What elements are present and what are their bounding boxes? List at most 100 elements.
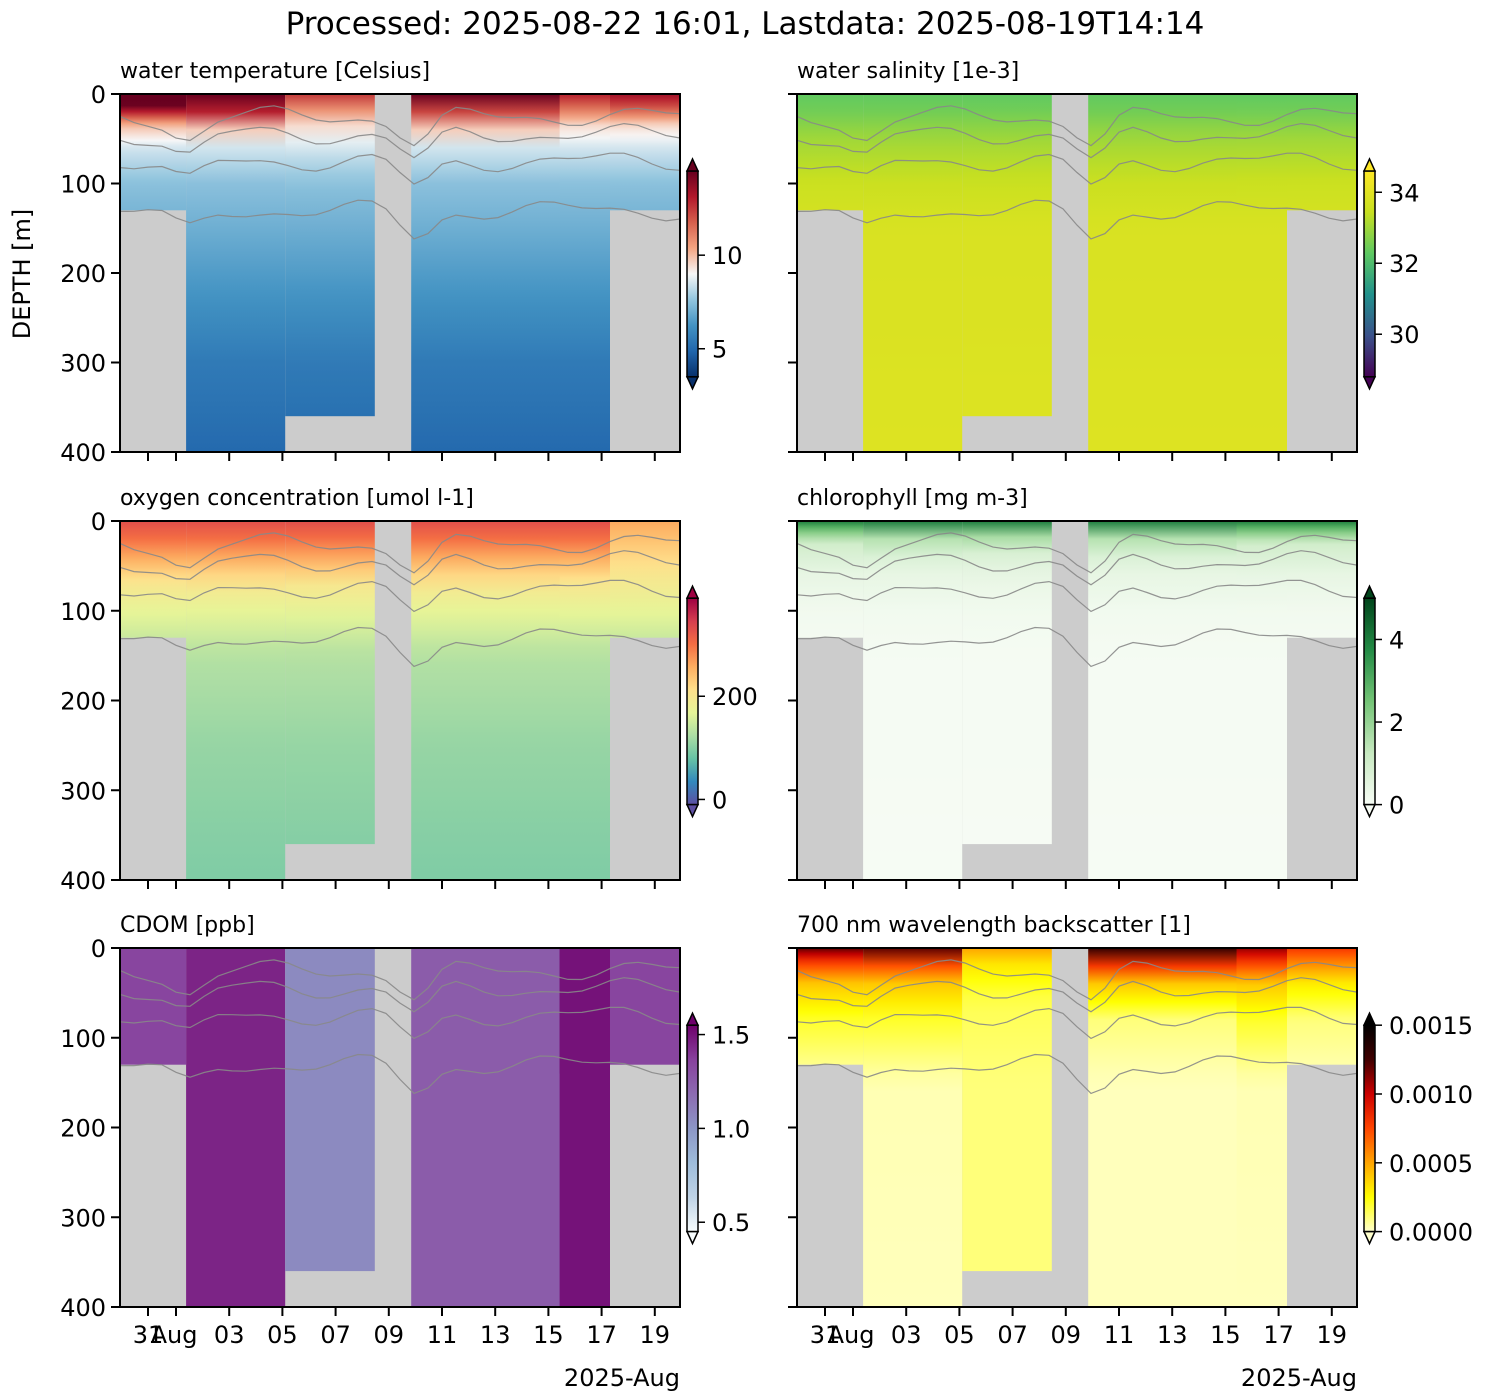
data-section <box>610 521 680 638</box>
data-section <box>1236 521 1287 647</box>
isoline <box>796 122 1358 159</box>
y-tick-label: 300 <box>60 1204 106 1232</box>
isoline <box>796 532 1358 574</box>
x-tick-label: 15 <box>533 1321 564 1349</box>
colorbar-tick-label: 4 <box>1389 626 1404 654</box>
data-section <box>1088 94 1237 452</box>
data-section <box>962 94 1052 417</box>
data-section <box>186 94 286 452</box>
x-tick-label: 09 <box>374 1321 405 1349</box>
colorbar-tick-label: 200 <box>712 683 758 711</box>
colorbar-extend-min <box>1362 376 1377 391</box>
colorbar-tick-label: 1.5 <box>712 1022 750 1050</box>
data-section <box>285 948 375 1272</box>
data-section <box>962 948 1052 1272</box>
data-section <box>863 521 963 880</box>
y-tick-label: 0 <box>91 508 106 536</box>
colorbar-extend-min <box>1362 803 1377 819</box>
colorbar-tick-label: 2 <box>1389 709 1404 737</box>
x-tick-label: 15 <box>1210 1321 1241 1349</box>
x-tick-label: 07 <box>997 1321 1028 1349</box>
panel-2: oxygen concentration [umol l-1] 0 100 200 30… <box>60 486 758 895</box>
data-section <box>559 948 610 1074</box>
isoline <box>796 199 1358 240</box>
data-section <box>797 948 864 1065</box>
colorbar-tick-label: 0.0005 <box>1389 1150 1473 1178</box>
colorbar-extend-max <box>685 157 700 172</box>
panel-title: 700 nm wavelength backscatter [1] <box>797 913 1191 938</box>
data-section <box>1287 94 1357 211</box>
data-section <box>797 94 864 211</box>
y-tick-label: 100 <box>60 171 106 199</box>
isoline <box>119 532 681 574</box>
colorbar-extend-min <box>685 803 700 819</box>
panel-1: water salinity [1e-3] 30 32 34 <box>788 59 1420 461</box>
colorbar: 0.0000 0.0005 0.0010 0.0015 <box>1362 1011 1473 1247</box>
x-tick-label: 03 <box>214 1321 245 1349</box>
colorbar-extend-min <box>685 1230 700 1246</box>
colorbar-gradient <box>686 597 699 806</box>
y-tick-label: 200 <box>60 688 106 716</box>
shared-xlabel-left: 2025-Aug <box>564 1364 680 1392</box>
isoline <box>119 199 681 240</box>
isoline <box>796 1006 1358 1040</box>
data-section <box>1088 521 1237 880</box>
colorbar-extend-min <box>685 376 700 391</box>
data-section <box>1236 94 1287 220</box>
x-tick-label: 17 <box>586 1321 617 1349</box>
x-tick-label: 31 <box>810 1321 841 1349</box>
colorbar: 0.5 1.0 1.5 <box>685 1011 750 1246</box>
data-section <box>120 948 187 1065</box>
isoline <box>796 1053 1358 1095</box>
data-section <box>559 521 610 647</box>
data-section <box>962 521 1052 845</box>
figure-suptitle: Processed: 2025-08-22 16:01, Lastdata: 2… <box>286 6 1205 42</box>
isoline <box>119 959 681 1001</box>
colorbar-tick-label: 1.0 <box>712 1115 750 1143</box>
data-section <box>411 94 560 452</box>
y-tick-label: 200 <box>60 260 106 288</box>
x-tick-label: Aug <box>828 1321 875 1349</box>
isoline <box>796 579 1358 613</box>
isoline <box>119 579 681 613</box>
data-section <box>1287 948 1357 1065</box>
panel-3: chlorophyll [mg m-3] 0 2 4 <box>788 486 1404 889</box>
data-section <box>1088 948 1237 1307</box>
y-tick-label: 0 <box>91 81 106 109</box>
colorbar-gradient <box>686 1024 699 1233</box>
colorbar-tick-label: 0.0010 <box>1389 1081 1473 1109</box>
isoline <box>796 959 1358 1001</box>
data-section <box>411 948 560 1307</box>
x-tick-label: 05 <box>944 1321 975 1349</box>
isoline <box>119 977 681 1013</box>
y-tick-label: 400 <box>60 1294 106 1322</box>
data-section <box>610 94 680 211</box>
panel-title: chlorophyll [mg m-3] <box>797 486 1028 511</box>
colorbar: 0 200 <box>685 584 758 819</box>
colorbar-extend-max <box>1362 1011 1377 1026</box>
panel-0: water temperature [Celsius] 0 100 200 300 400… <box>60 59 742 467</box>
x-tick-label: 07 <box>320 1321 351 1349</box>
colorbar: 30 32 34 <box>1362 157 1420 391</box>
x-tick-label: 11 <box>427 1321 458 1349</box>
data-section <box>797 521 864 638</box>
data-section <box>186 521 286 880</box>
colorbar-tick-label: 5 <box>712 336 727 364</box>
data-section <box>863 94 963 452</box>
isoline <box>119 1053 681 1095</box>
panel-title: water salinity [1e-3] <box>797 59 1019 84</box>
colorbar: 0 2 4 <box>1362 584 1404 820</box>
data-section <box>120 94 187 211</box>
data-section <box>1287 521 1357 638</box>
isoline <box>796 977 1358 1013</box>
colorbar-tick-label: 10 <box>712 242 743 270</box>
isoline <box>796 626 1358 668</box>
colorbar-extend-max <box>1362 157 1377 172</box>
colorbar-tick-label: 0 <box>1389 792 1404 820</box>
y-tick-label: 400 <box>60 867 106 895</box>
y-tick-label: 0 <box>91 935 106 963</box>
colorbar-tick-label: 32 <box>1389 250 1420 278</box>
colorbar-gradient <box>1363 170 1376 378</box>
